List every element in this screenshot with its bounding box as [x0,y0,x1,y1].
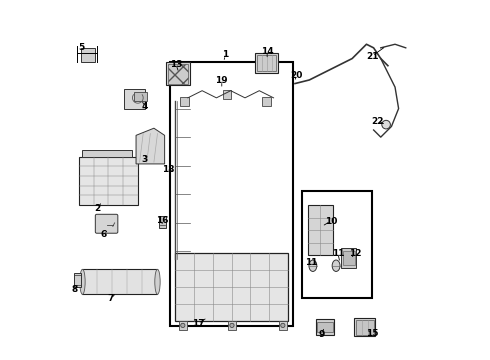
Text: 22: 22 [371,117,384,126]
Bar [302,191,372,298]
Text: 8: 8 [71,285,77,294]
Text: 18: 18 [162,165,174,174]
Bar [82,269,157,294]
Text: 11: 11 [332,249,344,258]
Bar [79,157,138,205]
Text: 15: 15 [366,329,378,338]
Bar [81,48,95,62]
Text: 7: 7 [108,294,114,303]
Bar [167,62,190,85]
Bar [354,318,375,337]
Text: 9: 9 [318,330,325,339]
Text: 2: 2 [95,204,100,213]
Circle shape [382,120,391,129]
Text: 6: 6 [101,230,107,239]
Bar [342,248,356,267]
Bar [82,150,132,157]
Bar [74,273,81,287]
Bar [159,216,166,228]
Ellipse shape [332,260,340,271]
Bar [170,62,293,327]
Bar [257,55,276,71]
Circle shape [230,323,234,328]
Text: 4: 4 [142,102,148,111]
Bar [308,205,333,255]
Circle shape [281,323,285,328]
Bar [279,321,287,330]
Bar [175,253,288,321]
Text: 10: 10 [324,217,337,226]
Text: 11: 11 [305,258,318,267]
Text: 1: 1 [222,50,228,59]
Text: 5: 5 [78,42,84,51]
Bar [179,321,187,330]
Ellipse shape [155,269,160,294]
Bar [262,97,270,106]
Text: 21: 21 [366,51,378,60]
Bar [123,89,145,109]
Bar [134,93,147,102]
Circle shape [181,323,185,328]
Text: 12: 12 [349,249,361,258]
Ellipse shape [309,260,317,271]
Bar [316,319,334,336]
Polygon shape [136,128,165,164]
Bar [255,53,278,73]
Bar [223,90,231,99]
Bar [343,251,355,265]
Text: 17: 17 [192,319,204,328]
Ellipse shape [80,269,85,294]
Bar [228,321,236,330]
Text: 19: 19 [216,76,228,85]
Bar [317,322,333,332]
Text: 13: 13 [170,60,182,69]
Bar [180,97,189,106]
Bar [356,320,373,335]
Text: 16: 16 [156,216,169,225]
FancyBboxPatch shape [96,214,118,233]
Text: 14: 14 [261,47,273,56]
Text: 20: 20 [291,71,303,80]
Bar [168,64,188,84]
Text: 3: 3 [141,155,147,164]
